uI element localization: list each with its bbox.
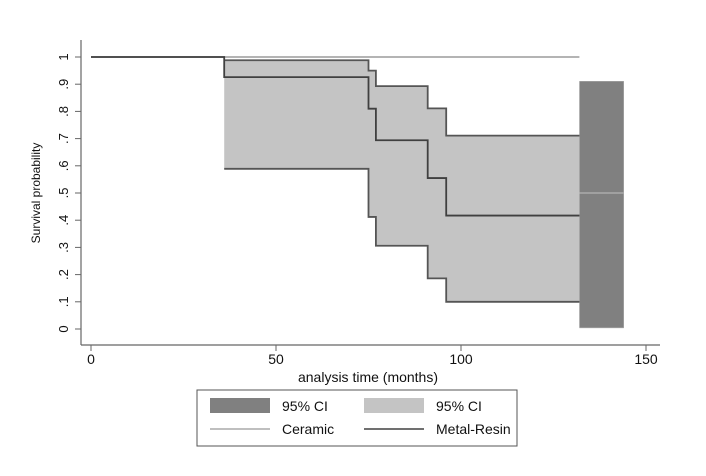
- y-tick-label: .8: [56, 106, 71, 117]
- legend-label-metal-resin: Metal-Resin: [436, 421, 511, 437]
- metal-resin-ci-band: [224, 60, 580, 302]
- x-axis-label: analysis time (months): [298, 369, 438, 385]
- y-axis-label: Survival probability: [29, 143, 43, 244]
- x-tick-label: 100: [449, 351, 473, 367]
- survival-lines: [91, 56, 624, 329]
- metal-resin-survival-line: [91, 56, 580, 217]
- legend-swatch-ceramic-ci: [210, 398, 270, 413]
- y-tick-label: 1: [56, 53, 71, 60]
- y-tick-label: .6: [56, 160, 71, 171]
- ci-bands: [224, 60, 624, 328]
- legend: 95% CI 95% CI Ceramic Metal-Resin: [196, 389, 518, 447]
- y-tick-label: .4: [56, 215, 71, 226]
- y-tick-label: 0: [56, 325, 71, 332]
- x-tick-label: 0: [87, 351, 95, 367]
- x-tick-label: 50: [268, 351, 284, 367]
- legend-swatch-metal-resin-ci: [364, 398, 424, 413]
- legend-label-ceramic-ci: 95% CI: [282, 398, 328, 414]
- y-tick-label: .9: [56, 79, 71, 90]
- metal-resin-ci-lower: [224, 167, 580, 303]
- y-tick-label: .7: [56, 133, 71, 144]
- y-ticks: 0 .1 .2 .3 .4 .5 .6 .7 .8 .9 1: [56, 53, 81, 333]
- metal-resin-ci-upper: [224, 59, 580, 137]
- x-ticks: 0 50 100 150: [87, 345, 658, 367]
- y-tick-label: .5: [56, 188, 71, 199]
- y-tick-label: .2: [56, 269, 71, 280]
- x-tick-label: 150: [634, 351, 658, 367]
- legend-label-ceramic: Ceramic: [282, 421, 334, 437]
- y-tick-label: .3: [56, 242, 71, 253]
- legend-label-metal-resin-ci: 95% CI: [436, 398, 482, 414]
- ceramic-ci-band: [579, 81, 624, 328]
- y-tick-label: .1: [56, 296, 71, 307]
